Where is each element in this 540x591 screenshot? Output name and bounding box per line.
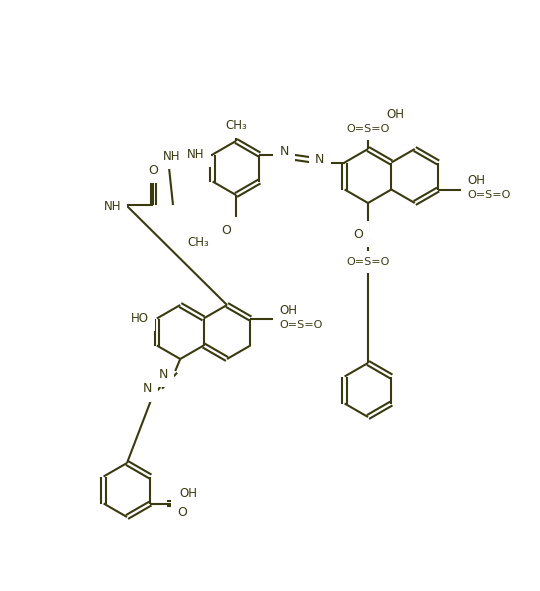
Text: N: N	[279, 145, 289, 158]
Text: O: O	[353, 228, 363, 241]
Text: OH: OH	[467, 174, 485, 187]
Text: O: O	[221, 223, 231, 236]
Text: OH: OH	[179, 487, 198, 500]
Text: OH: OH	[279, 304, 298, 317]
Text: O=S=O: O=S=O	[279, 320, 323, 330]
Text: CH₃: CH₃	[187, 235, 209, 248]
Text: N: N	[159, 368, 168, 381]
Text: CH₃: CH₃	[225, 119, 247, 132]
Text: O=S=O: O=S=O	[346, 124, 390, 134]
Text: O=S=O: O=S=O	[467, 190, 510, 200]
Text: NH: NH	[163, 150, 180, 163]
Text: O=S=O: O=S=O	[346, 257, 390, 267]
Text: N: N	[315, 153, 325, 166]
Text: NH: NH	[104, 200, 121, 213]
Text: NH: NH	[187, 148, 205, 161]
Text: O: O	[148, 164, 158, 177]
Text: HO: HO	[131, 312, 149, 325]
Text: N: N	[143, 382, 152, 395]
Text: O: O	[177, 505, 187, 518]
Text: OH: OH	[386, 108, 404, 121]
